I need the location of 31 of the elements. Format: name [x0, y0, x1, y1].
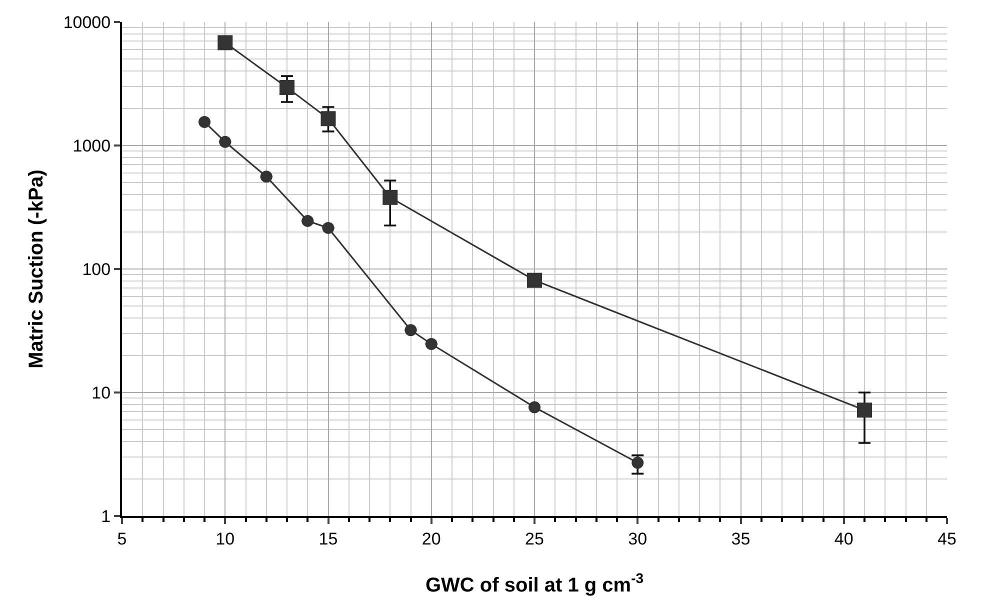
x-tick-label: 35	[731, 529, 750, 548]
point	[404, 324, 417, 336]
point	[218, 35, 233, 50]
x-tick-label: 20	[422, 529, 441, 548]
x-tick-label: 10	[216, 529, 235, 548]
point	[632, 456, 644, 469]
y-tick-label: 10000	[63, 12, 111, 32]
y-tick-label: 100	[82, 260, 111, 279]
point	[260, 170, 272, 183]
y-tick-label: 1	[101, 506, 111, 526]
point	[322, 222, 334, 234]
point	[857, 402, 872, 418]
x-tick-label: 5	[117, 529, 127, 548]
x-tick-label: 45	[938, 529, 956, 548]
y-axis-title: Matric Suction (-kPa)	[25, 170, 48, 368]
x-tick-label: 15	[318, 529, 338, 548]
x-tick-label: 25	[525, 529, 544, 548]
point	[425, 338, 438, 350]
point	[198, 116, 210, 128]
point	[280, 80, 294, 95]
y-tick-label: 10	[92, 383, 111, 402]
y-tick-label: 1000	[72, 136, 111, 156]
point	[527, 272, 542, 288]
point	[382, 190, 398, 205]
point	[528, 401, 540, 414]
point	[320, 111, 336, 126]
point	[302, 214, 314, 227]
x-axis-title: GWC of soil at 1 g cm$^{-3}$	[425, 570, 644, 596]
point	[219, 136, 232, 148]
x-tick-label: 30	[628, 529, 648, 548]
x-tick-label: 40	[834, 529, 854, 548]
